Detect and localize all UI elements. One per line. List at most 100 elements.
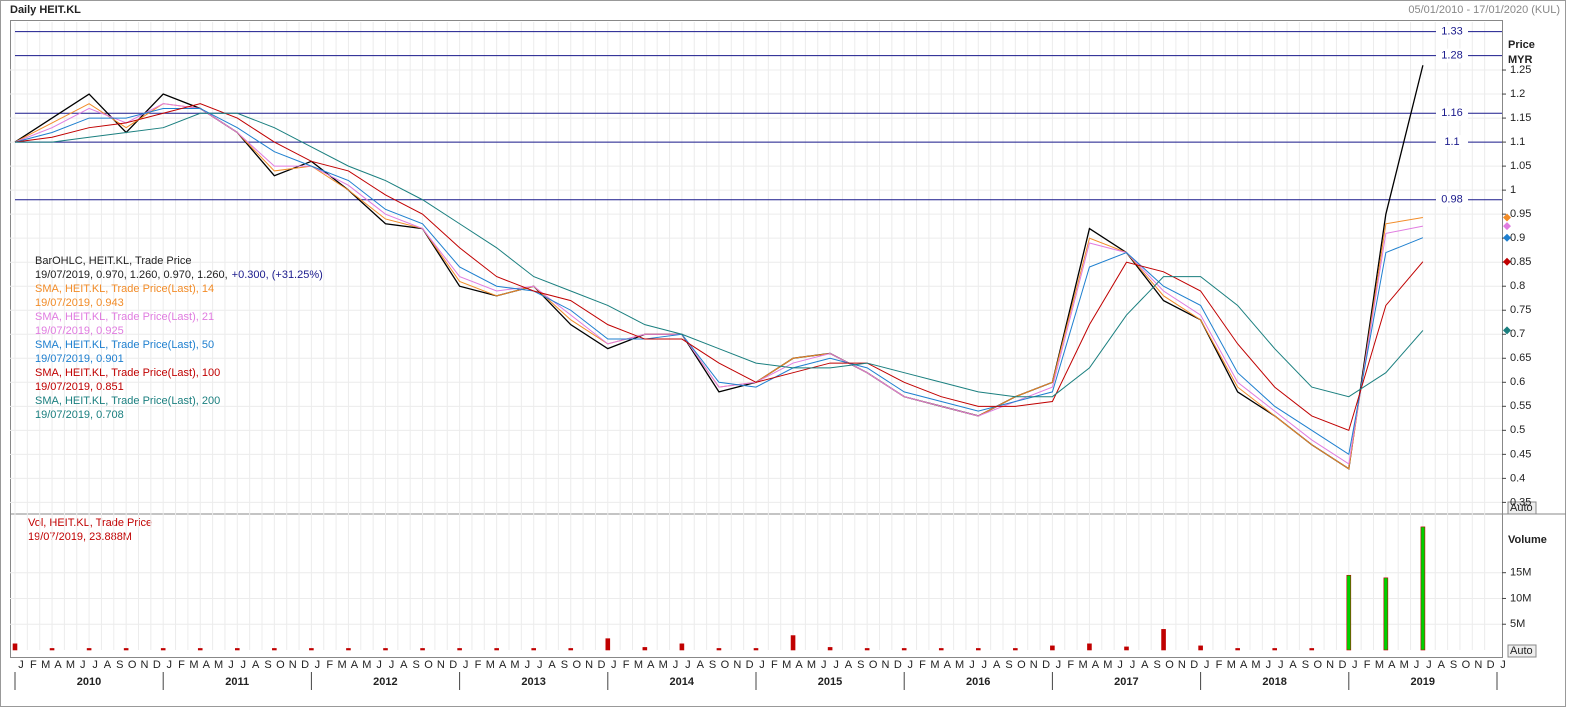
- volume-bar: [494, 648, 499, 651]
- month-label: F: [475, 659, 482, 671]
- y-tick-label: 0.75: [1510, 304, 1531, 316]
- month-label: D: [746, 659, 754, 671]
- month-label: A: [1240, 659, 1248, 671]
- month-label: A: [1289, 659, 1297, 671]
- volume-bar: [457, 648, 462, 651]
- month-label: J: [1117, 659, 1123, 671]
- month-label: F: [919, 659, 926, 671]
- year-label: 2016: [966, 676, 990, 688]
- month-label: F: [178, 659, 185, 671]
- volume-bar: [235, 648, 240, 651]
- y-axis-title: Price: [1508, 39, 1535, 51]
- y-tick-label: 1.25: [1510, 64, 1531, 76]
- month-label: M: [486, 659, 495, 671]
- legend-change: +0.300, (+31.25%): [232, 269, 323, 281]
- year-label: 2019: [1411, 676, 1435, 688]
- month-label: J: [166, 659, 172, 671]
- y-tick-label: 0.35: [1510, 496, 1531, 508]
- volume-bar: [1013, 648, 1018, 651]
- y-tick-label: 0.85: [1510, 256, 1531, 268]
- plot-frame: [10, 20, 1503, 658]
- month-label: J: [611, 659, 617, 671]
- month-label: J: [92, 659, 98, 671]
- y-tick-label: 0.9: [1510, 232, 1525, 244]
- month-label: M: [66, 659, 75, 671]
- month-label: D: [301, 659, 309, 671]
- month-label: A: [647, 659, 655, 671]
- month-label: J: [1426, 659, 1432, 671]
- month-label: J: [1130, 659, 1136, 671]
- y-tick-label: 0.7: [1510, 328, 1525, 340]
- volume-bar: [49, 648, 55, 651]
- month-label: A: [1438, 659, 1446, 671]
- auto-button[interactable]: [1507, 644, 1537, 658]
- legend-value: 19/07/2019, 0.925: [35, 325, 124, 337]
- y-tick-label: 0.65: [1510, 352, 1531, 364]
- month-label: F: [623, 659, 630, 671]
- month-label: S: [561, 659, 568, 671]
- month-label: J: [759, 659, 765, 671]
- month-label: O: [1313, 659, 1322, 671]
- month-label: J: [673, 659, 679, 671]
- month-label: D: [1190, 659, 1198, 671]
- price-level-label: 1.1: [1444, 136, 1459, 148]
- month-label: N: [1030, 659, 1038, 671]
- month-label: F: [326, 659, 333, 671]
- month-label: J: [833, 659, 839, 671]
- price-level-box: [1436, 48, 1468, 63]
- month-label: J: [537, 659, 543, 671]
- volume-legend-value: 19/07/2019, 23.888M: [28, 531, 132, 543]
- legend-label: SMA, HEIT.KL, Trade Price(Last), 50: [35, 339, 214, 351]
- volume-bar: [827, 647, 833, 651]
- price-level-label: 1.33: [1441, 26, 1462, 38]
- frame: [0, 0, 1566, 707]
- price-level-box: [1436, 106, 1468, 121]
- volume-bar: [1161, 629, 1166, 651]
- auto-label[interactable]: Auto: [1510, 502, 1533, 514]
- sma-line: [14, 103, 1424, 431]
- year-label: 2014: [670, 676, 695, 688]
- month-label: M: [1079, 659, 1088, 671]
- volume-bar: [86, 648, 92, 651]
- month-label: A: [400, 659, 408, 671]
- volume-bar: [1272, 648, 1277, 651]
- month-label: S: [264, 659, 271, 671]
- year-label: 2015: [818, 676, 842, 688]
- month-label: M: [659, 659, 668, 671]
- volume-bar: [272, 648, 277, 651]
- auto-label[interactable]: Auto: [1510, 645, 1533, 657]
- month-label: S: [857, 659, 864, 671]
- month-label: A: [845, 659, 853, 671]
- month-label: D: [153, 659, 161, 671]
- month-label: D: [1487, 659, 1495, 671]
- month-label: N: [141, 659, 149, 671]
- y-tick-label: 0.95: [1510, 208, 1531, 220]
- price-level-box: [1436, 24, 1468, 39]
- month-label: M: [189, 659, 198, 671]
- legend-value: 19/07/2019, 0.970, 1.260, 0.970, 1.260,: [35, 269, 228, 281]
- month-label: S: [413, 659, 420, 671]
- month-label: O: [1017, 659, 1026, 671]
- month-label: O: [869, 659, 878, 671]
- y-tick-label: 15M: [1510, 567, 1531, 579]
- month-label: S: [1302, 659, 1309, 671]
- month-label: N: [1326, 659, 1334, 671]
- volume-bar: [938, 648, 944, 651]
- y-tick-label: 1.2: [1510, 88, 1525, 100]
- year-label: 2010: [77, 676, 101, 688]
- volume-bar: [679, 643, 685, 651]
- month-label: O: [572, 659, 581, 671]
- price-line: [14, 65, 1424, 470]
- sma-line: [15, 112, 1424, 398]
- volume-bar: [790, 635, 796, 651]
- volume-bar: [123, 648, 129, 651]
- volume-bar: [1420, 526, 1426, 651]
- y-tick-label: 1.05: [1510, 160, 1531, 172]
- volume-bar: [568, 648, 574, 651]
- year-label: 2011: [225, 676, 249, 688]
- auto-button[interactable]: [1507, 501, 1537, 515]
- y-tick-label: 1: [1510, 184, 1516, 196]
- month-label: J: [1352, 659, 1358, 671]
